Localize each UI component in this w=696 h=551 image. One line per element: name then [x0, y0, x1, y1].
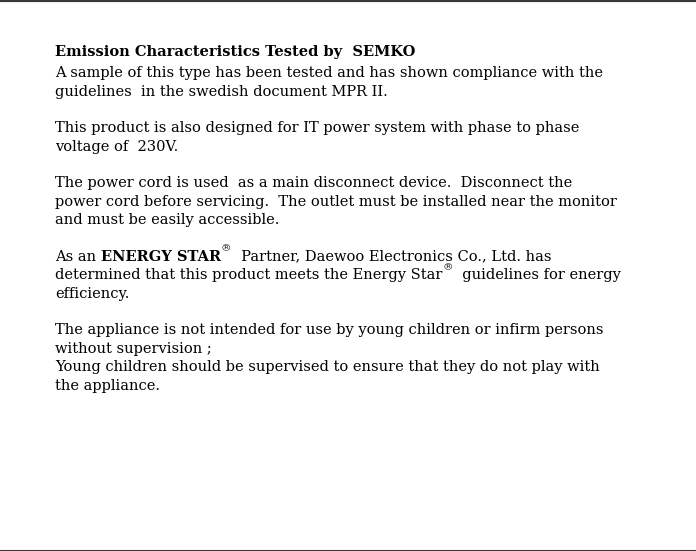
Text: This product is also designed for IT power system with phase to phase: This product is also designed for IT pow…: [55, 121, 579, 136]
Text: Young children should be supervised to ensure that they do not play with: Young children should be supervised to e…: [55, 360, 600, 374]
Text: guidelines  in the swedish document MPR II.: guidelines in the swedish document MPR I…: [55, 85, 388, 99]
Text: As an: As an: [55, 250, 101, 264]
Text: Emission Characteristics Tested by  SEMKO: Emission Characteristics Tested by SEMKO: [55, 45, 416, 59]
Text: voltage of  230V.: voltage of 230V.: [55, 140, 178, 154]
Text: guidelines for energy: guidelines for energy: [453, 268, 621, 282]
Text: the appliance.: the appliance.: [55, 379, 160, 393]
Text: The appliance is not intended for use by young children or infirm persons: The appliance is not intended for use by…: [55, 323, 603, 337]
Text: ®: ®: [443, 263, 453, 272]
Text: power cord before servicing.  The outlet must be installed near the monitor: power cord before servicing. The outlet …: [55, 195, 617, 209]
Text: determined that this product meets the Energy Star: determined that this product meets the E…: [55, 268, 443, 282]
Text: ENERGY STAR: ENERGY STAR: [101, 250, 221, 264]
Text: without supervision ;: without supervision ;: [55, 342, 212, 356]
Text: The power cord is used  as a main disconnect device.  Disconnect the: The power cord is used as a main disconn…: [55, 176, 572, 190]
Text: and must be easily accessible.: and must be easily accessible.: [55, 213, 279, 227]
Text: Partner, Daewoo Electronics Co., Ltd. has: Partner, Daewoo Electronics Co., Ltd. ha…: [232, 250, 551, 264]
Text: ®: ®: [221, 245, 232, 253]
Text: A sample of this type has been tested and has shown compliance with the: A sample of this type has been tested an…: [55, 66, 603, 80]
Text: efficiency.: efficiency.: [55, 287, 129, 301]
